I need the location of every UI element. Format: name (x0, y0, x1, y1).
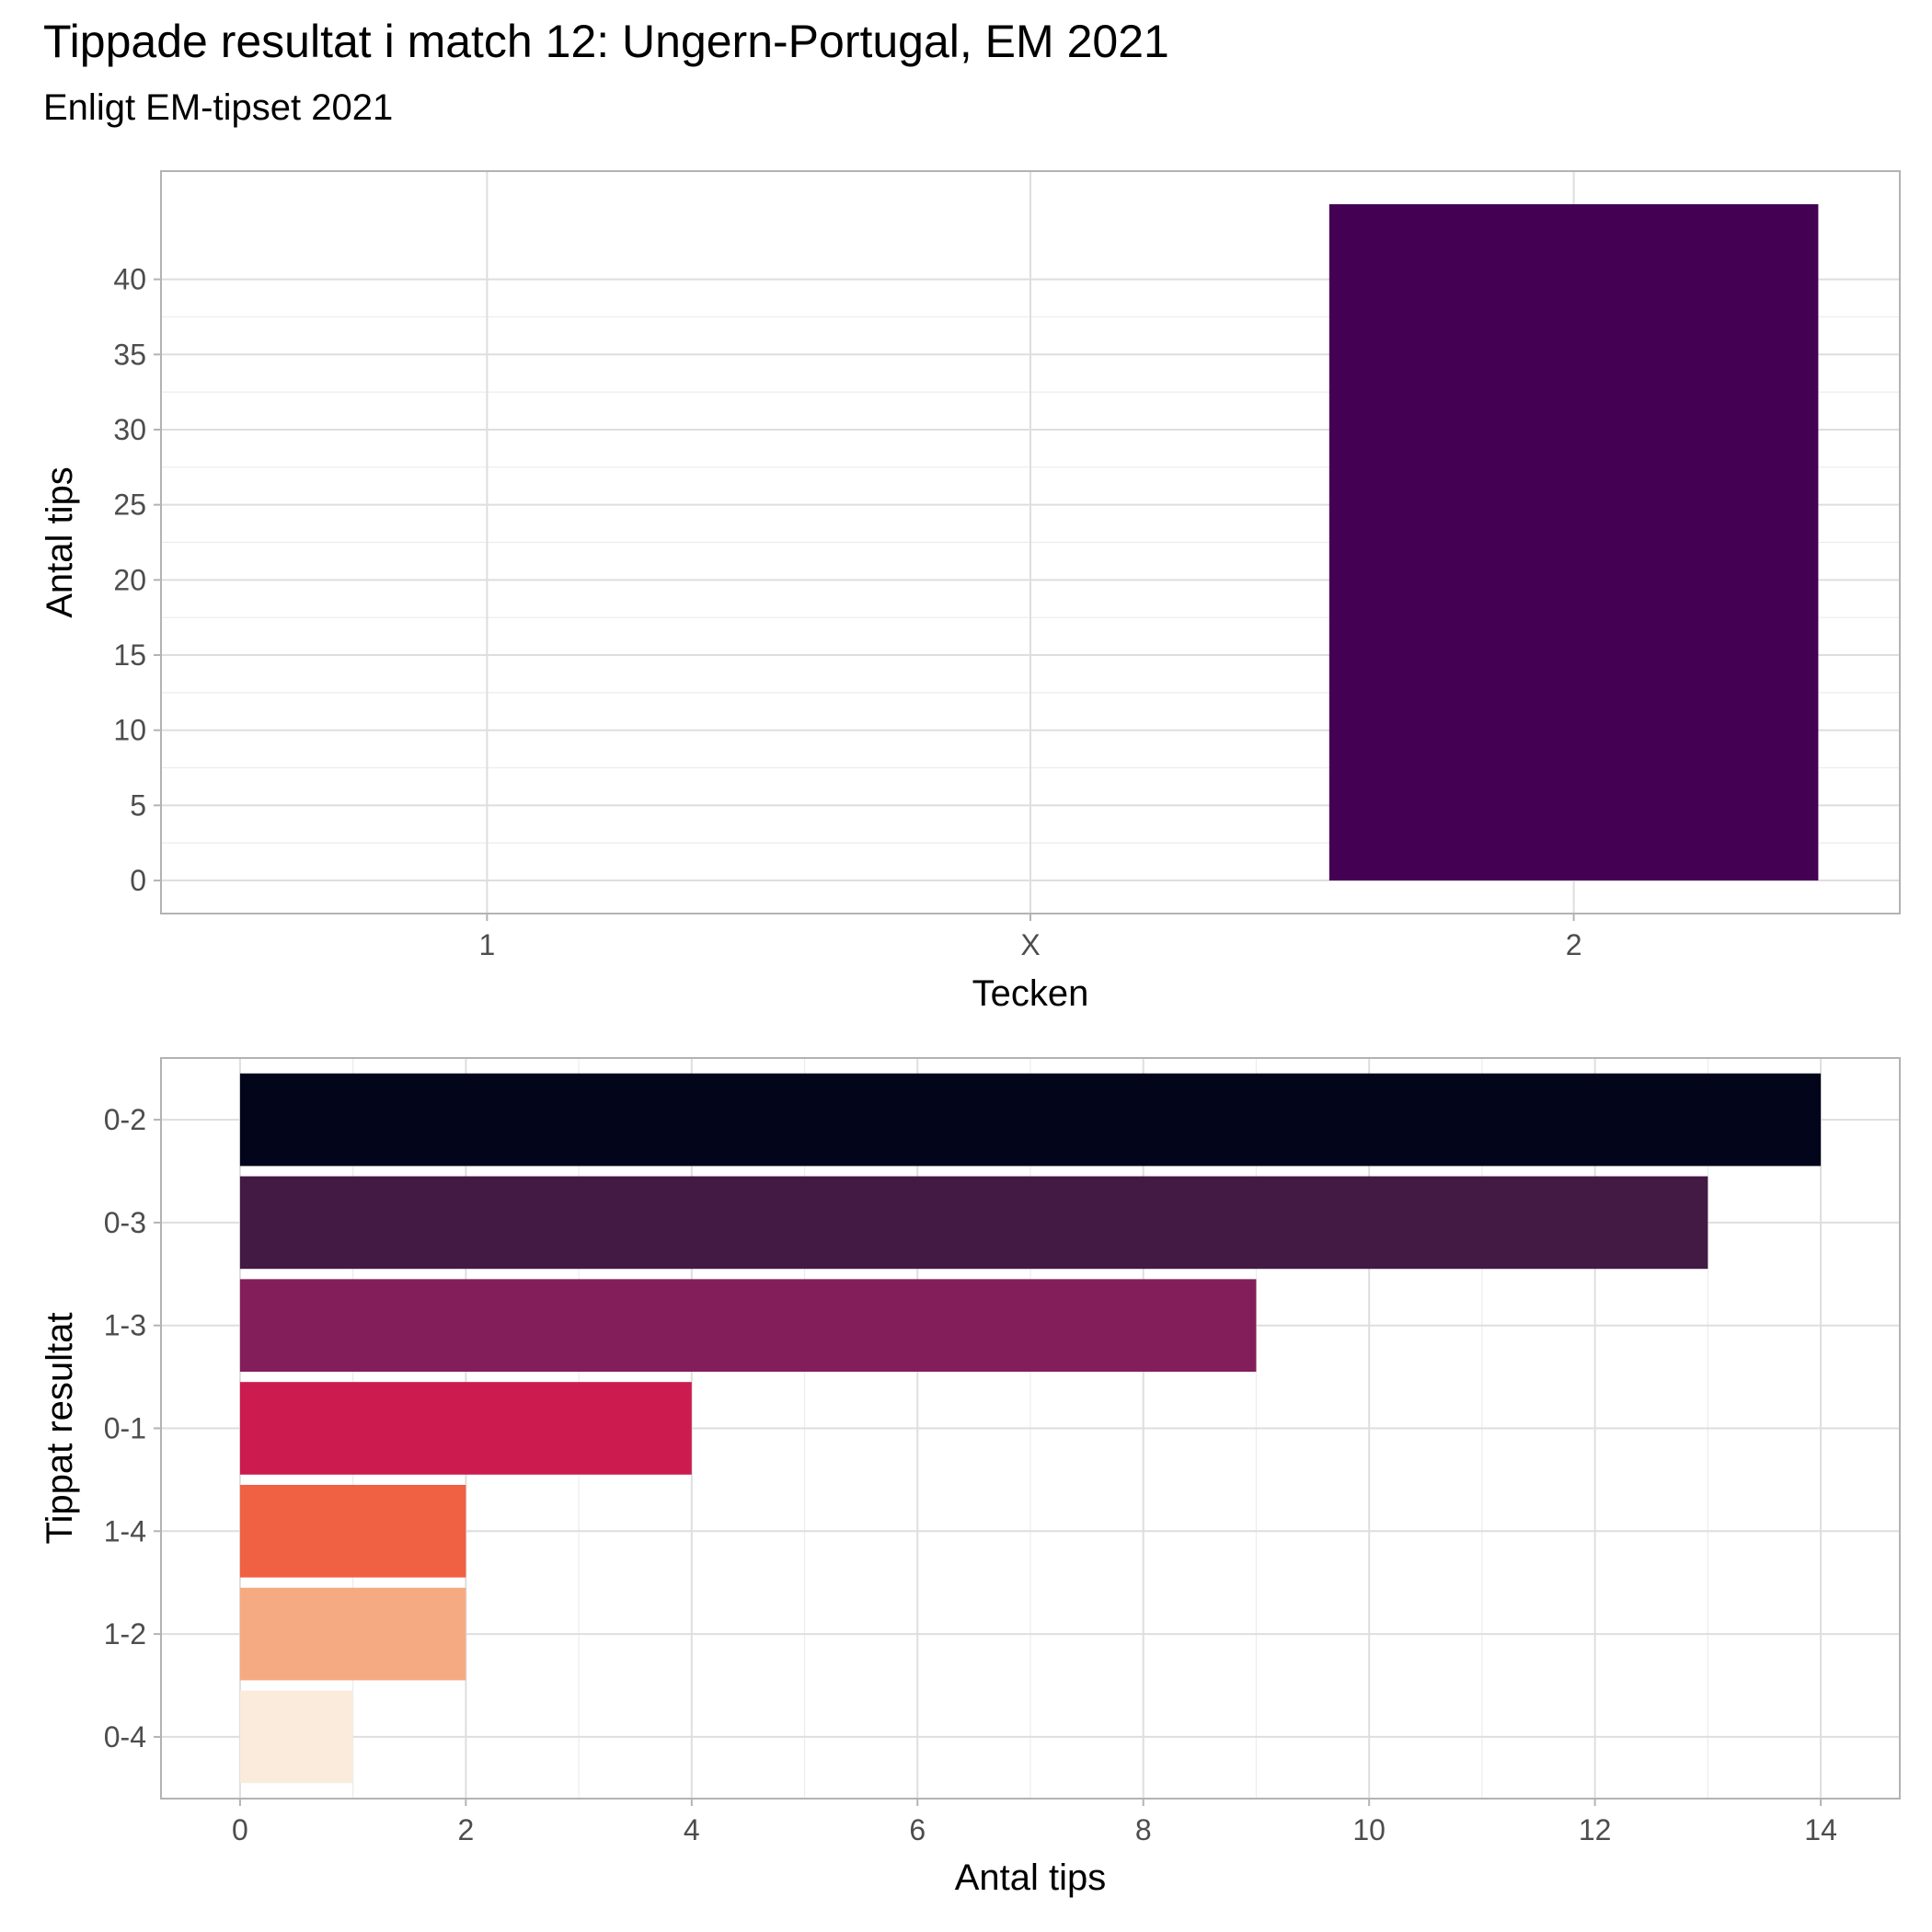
y-tick-label: 0 (130, 864, 146, 897)
y-axis-title: Tippat resultat (40, 1313, 80, 1545)
x-tick-label: 12 (1579, 1813, 1612, 1846)
x-tick-label: 8 (1135, 1813, 1152, 1846)
y-tick-label: 25 (113, 489, 146, 522)
bar-0-4 (239, 1690, 353, 1784)
y-tick-label: 40 (113, 263, 146, 296)
x-tick-label: 2 (1566, 928, 1582, 961)
y-tick-label: 0-1 (104, 1412, 146, 1445)
bar-1-2 (239, 1587, 466, 1681)
chart-title: Tippade resultat i match 12: Ungern-Port… (43, 16, 1169, 67)
x-tick-label: 14 (1804, 1813, 1837, 1846)
y-tick-label: 10 (113, 714, 146, 747)
bar-1-3 (239, 1279, 1257, 1373)
y-tick-label: 0-4 (104, 1720, 146, 1754)
y-tick-label: 0-3 (104, 1206, 146, 1239)
chart-subtitle: Enligt EM-tipset 2021 (43, 87, 393, 128)
bar-0-3 (239, 1176, 1708, 1270)
x-axis-title: Tecken (972, 973, 1089, 1014)
y-tick-label: 35 (113, 338, 146, 371)
y-tick-label: 20 (113, 563, 146, 596)
x-tick-label: 1 (478, 928, 495, 961)
bar-0-2 (239, 1073, 1822, 1167)
y-tick-label: 1-2 (104, 1617, 146, 1650)
result-bar-chart: 0-2 0-3 1-3 0-1 1-4 1-2 0-4 0 2 4 6 8 10 12 14 Antal ti… (40, 1057, 1901, 1898)
x-tick-label: X (1020, 928, 1040, 961)
y-tick-label: 5 (130, 788, 146, 822)
bar-0-1 (239, 1382, 692, 1475)
y-tick-label: 1-4 (104, 1514, 146, 1547)
x-tick-label: 6 (909, 1813, 926, 1846)
x-axis-title: Antal tips (955, 1857, 1107, 1898)
x-tick-label: 2 (457, 1813, 474, 1846)
y-axis-title: Antal tips (40, 466, 80, 618)
x-tick-label: 10 (1352, 1813, 1386, 1846)
bar-1-4 (239, 1484, 466, 1578)
tecken-bar-chart: 0 5 10 15 20 25 30 35 40 1 X 2 Tecken Antal tips (40, 170, 1901, 1014)
y-tick-label: 30 (113, 413, 146, 446)
y-tick-label: 1-3 (104, 1309, 146, 1342)
y-tick-label: 0-2 (104, 1103, 146, 1136)
x-tick-label: 0 (232, 1813, 248, 1846)
x-tick-label: 4 (684, 1813, 700, 1846)
y-tick-label: 15 (113, 638, 146, 672)
bar-2 (1328, 203, 1819, 881)
